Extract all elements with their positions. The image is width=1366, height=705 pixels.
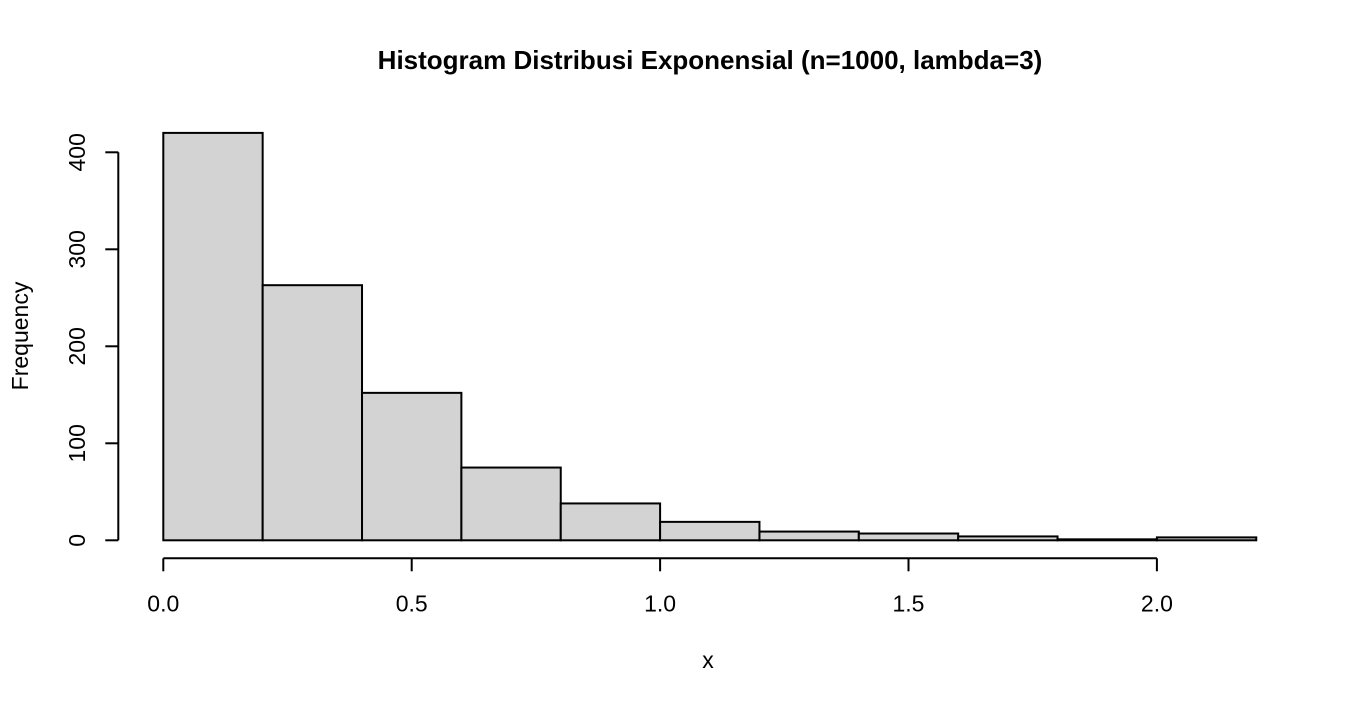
x-tick-label: 0.0 (147, 590, 179, 616)
histogram-bar (857, 532, 960, 542)
chart-title: Histogram Distribusi Exponensial (n=1000… (378, 45, 1043, 75)
histogram-bar (460, 466, 562, 542)
histogram-bar (361, 391, 463, 542)
histogram-bar (162, 131, 264, 542)
y-tick-label: 100 (64, 424, 90, 462)
y-tick-label: 200 (64, 327, 90, 365)
y-tick-label: 0 (64, 534, 90, 547)
y-axis: 0 100 200 300 400 (64, 133, 120, 547)
x-tick-label: 2.0 (1141, 590, 1173, 616)
histogram-bar (1056, 538, 1158, 542)
histogram-bar (957, 535, 1059, 542)
histogram-bars (162, 131, 1258, 542)
histogram-bar (1155, 536, 1258, 542)
histogram-bar (261, 284, 364, 542)
x-tick-label: 1.5 (893, 590, 925, 616)
x-axis: 0.0 0.5 1.0 1.5 2.0 (147, 557, 1173, 616)
histogram-bar (559, 502, 662, 542)
y-tick-label: 300 (64, 230, 90, 268)
x-tick-label: 0.5 (396, 590, 428, 616)
y-tick-label: 400 (64, 133, 90, 171)
x-tick-label: 1.0 (644, 590, 676, 616)
histogram-bar (659, 520, 761, 542)
y-axis-label: Frequency (7, 281, 33, 390)
histogram-bar (758, 530, 860, 542)
x-axis-label: x (702, 647, 714, 673)
